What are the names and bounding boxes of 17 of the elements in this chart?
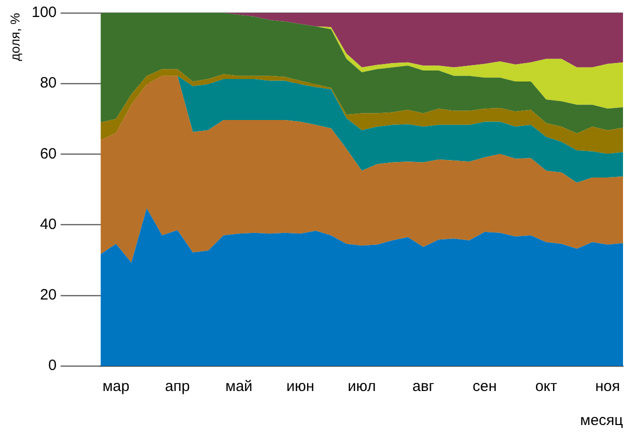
y-tick-label: 100 xyxy=(32,4,57,22)
x-tick-label: июл xyxy=(348,378,376,396)
x-tick-label: ноя xyxy=(595,378,620,396)
y-tick-label: 0 xyxy=(48,357,57,374)
y-tick-label: 40 xyxy=(40,216,57,233)
x-tick-label: май xyxy=(225,378,252,396)
y-tick-label: 60 xyxy=(40,145,57,162)
y-tick-label: 20 xyxy=(40,286,57,304)
x-tick-label: сен xyxy=(472,378,497,396)
x-tick-label: мар xyxy=(102,378,130,396)
x-tick-label: окт xyxy=(535,378,558,396)
x-tick-label: июн xyxy=(286,378,314,396)
x-tick-label: апр xyxy=(165,378,190,396)
x-tick-label: авг xyxy=(412,378,435,396)
x-axis-title: месяц xyxy=(580,412,624,430)
y-axis-title: доля, % xyxy=(7,12,22,61)
y-tick-label: 80 xyxy=(40,74,57,92)
